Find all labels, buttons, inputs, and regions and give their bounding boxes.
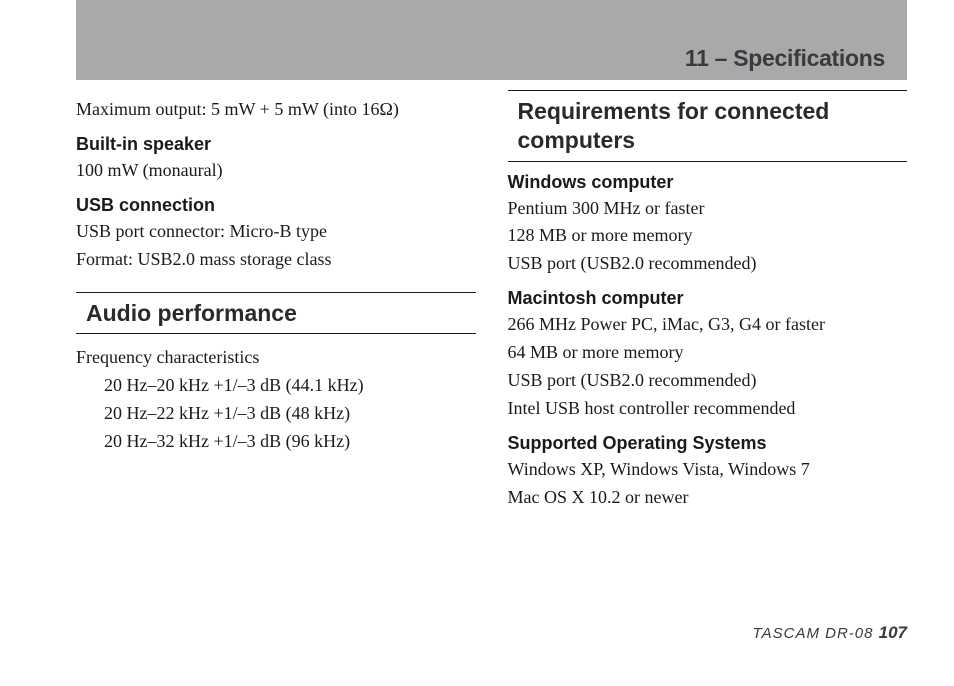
requirements-heading: Requirements for connected computers xyxy=(508,91,908,162)
chapter-title: 11 – Specifications xyxy=(685,45,885,72)
usb-heading: USB connection xyxy=(76,195,476,216)
windows-line-3: USB port (USB2.0 recommended) xyxy=(508,250,908,278)
usb-line-2: Format: USB2.0 mass storage class xyxy=(76,246,476,274)
freq-line-1: 20 Hz–20 kHz +1/–3 dB (44.1 kHz) xyxy=(76,372,476,400)
freq-line-3: 20 Hz–32 kHz +1/–3 dB (96 kHz) xyxy=(76,428,476,456)
page-footer: TASCAM DR-08 107 xyxy=(753,623,907,643)
mac-line-1: 266 MHz Power PC, iMac, G3, G4 or faster xyxy=(508,311,908,339)
windows-line-2: 128 MB or more memory xyxy=(508,222,908,250)
os-line-2: Mac OS X 10.2 or newer xyxy=(508,484,908,512)
os-heading: Supported Operating Systems xyxy=(508,433,908,454)
speaker-body: 100 mW (monaural) xyxy=(76,157,476,185)
mac-line-4: Intel USB host controller recommended xyxy=(508,395,908,423)
footer-brand: TASCAM DR-08 xyxy=(753,625,879,642)
mac-line-3: USB port (USB2.0 recommended) xyxy=(508,367,908,395)
windows-line-1: Pentium 300 MHz or faster xyxy=(508,195,908,223)
usb-line-1: USB port connector: Micro-B type xyxy=(76,218,476,246)
max-output-line: Maximum output: 5 mW + 5 mW (into 16Ω) xyxy=(76,96,476,124)
mac-heading: Macintosh computer xyxy=(508,288,908,309)
freq-label: Frequency characteristics xyxy=(76,344,476,372)
page-header: 11 – Specifications xyxy=(76,0,907,80)
speaker-heading: Built-in speaker xyxy=(76,134,476,155)
audio-performance-heading: Audio performance xyxy=(76,293,476,335)
left-column: Maximum output: 5 mW + 5 mW (into 16Ω) B… xyxy=(76,90,476,512)
content-columns: Maximum output: 5 mW + 5 mW (into 16Ω) B… xyxy=(76,90,907,512)
freq-line-2: 20 Hz–22 kHz +1/–3 dB (48 kHz) xyxy=(76,400,476,428)
mac-line-2: 64 MB or more memory xyxy=(508,339,908,367)
page-number: 107 xyxy=(879,623,907,642)
right-column: Requirements for connected computers Win… xyxy=(508,90,908,512)
windows-heading: Windows computer xyxy=(508,172,908,193)
os-line-1: Windows XP, Windows Vista, Windows 7 xyxy=(508,456,908,484)
